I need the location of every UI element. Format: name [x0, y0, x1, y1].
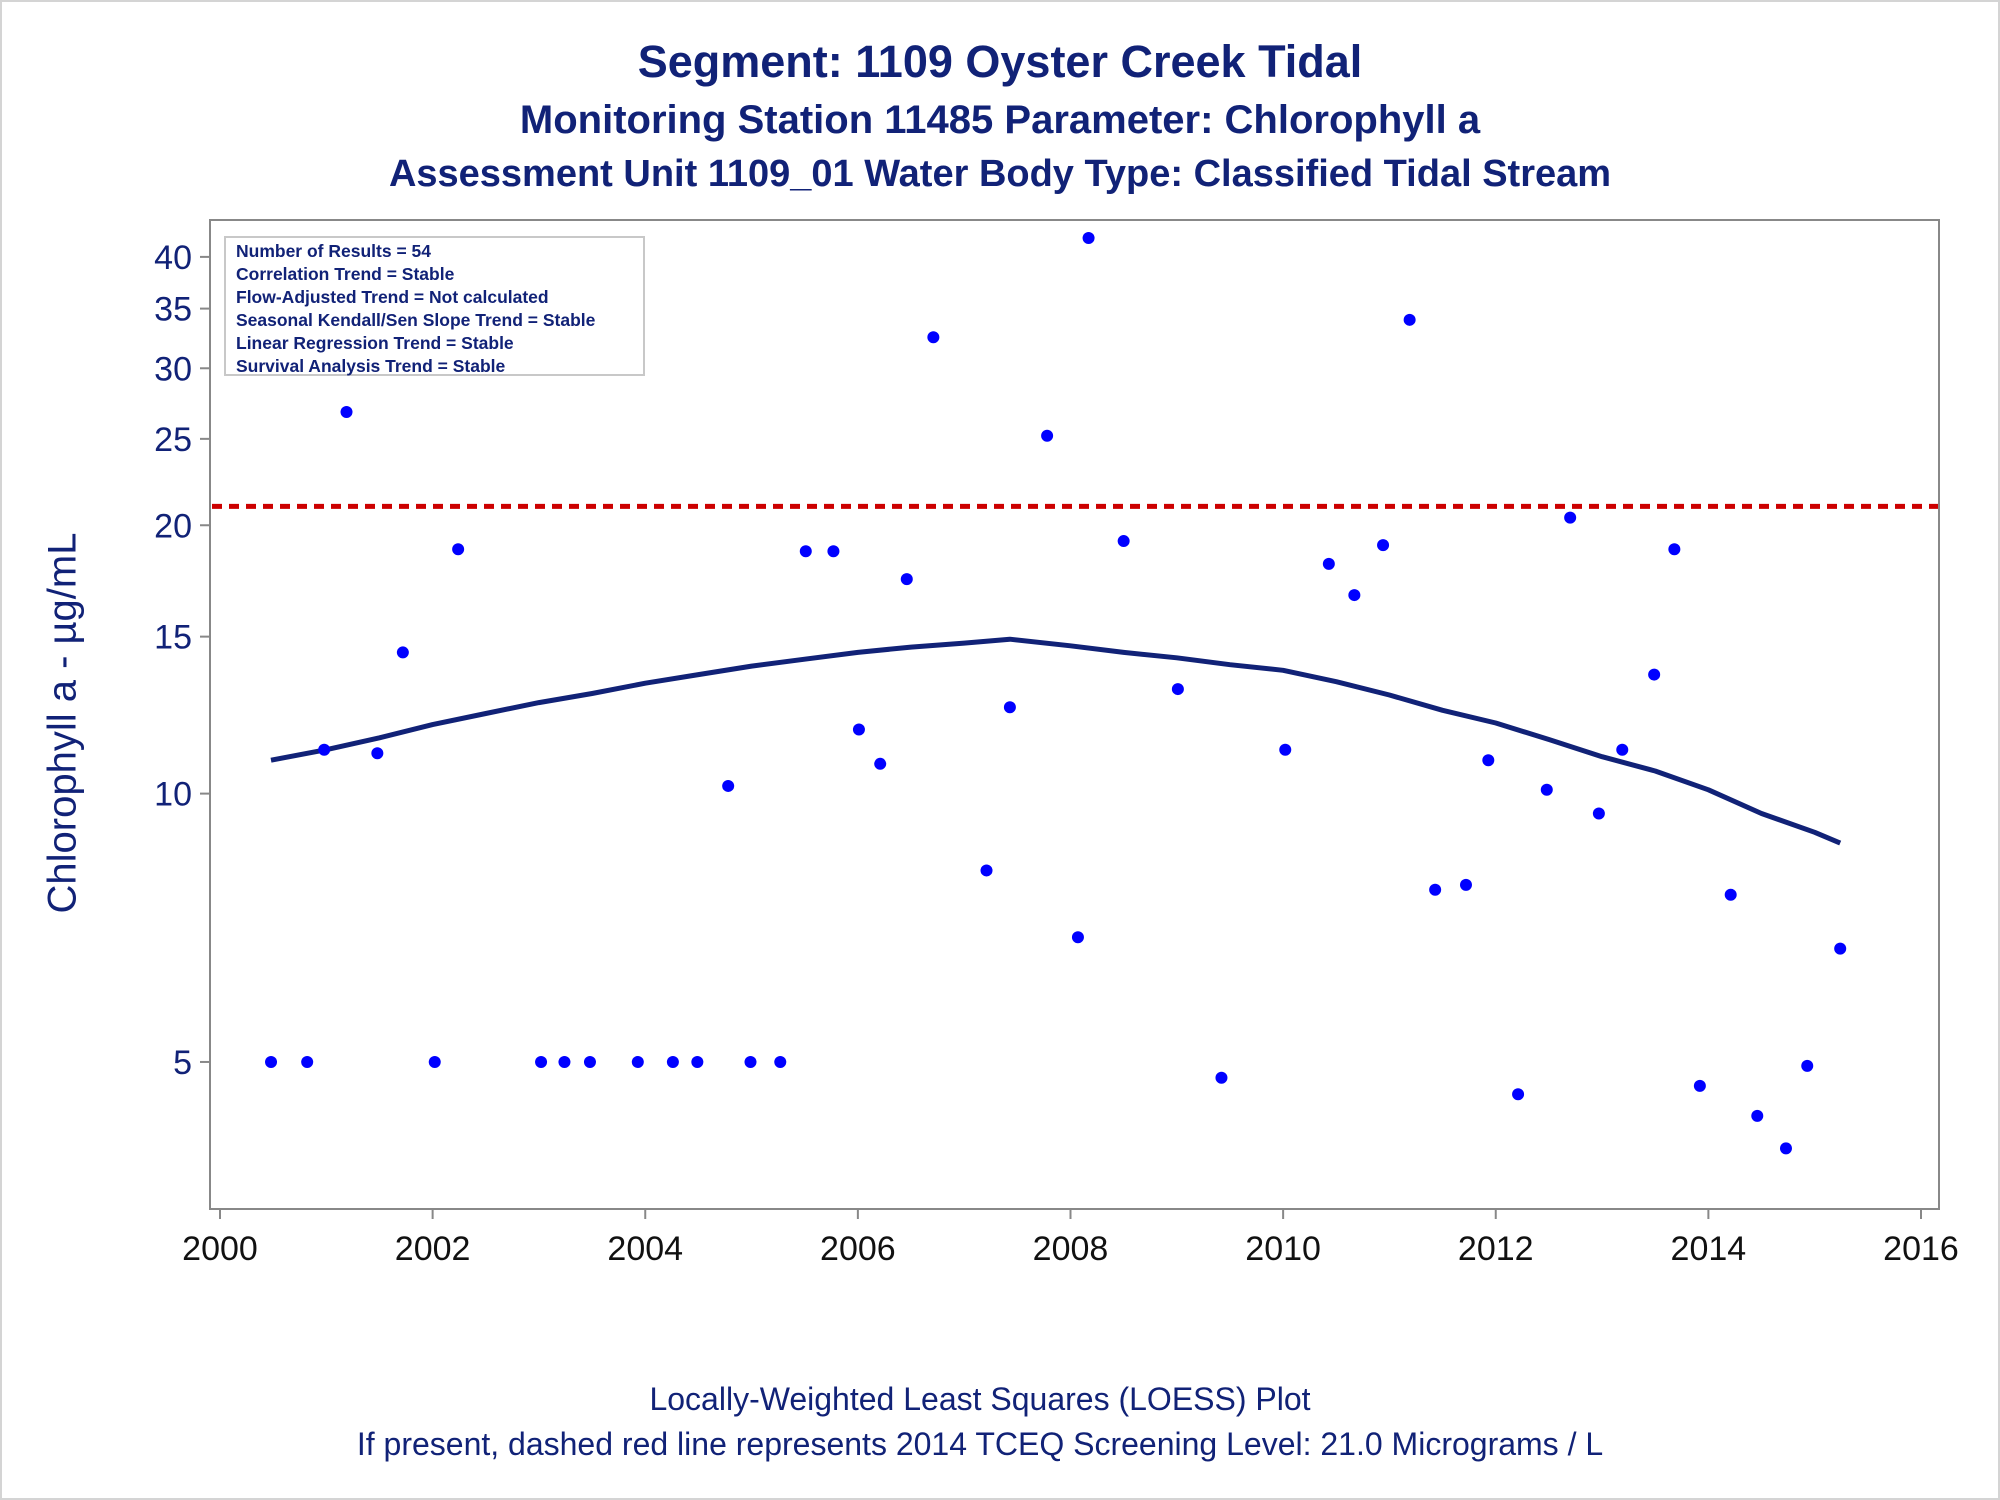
- x-tick-label: 2016: [1883, 1230, 1959, 1268]
- loess-curve: [270, 636, 1842, 846]
- legend-line-survival: Survival Analysis Trend = Stable: [236, 356, 506, 376]
- axes-layer: 2000 2002 2004 2006 2008 2010 2012 2014 2016 5 10 1…: [154, 239, 1959, 1268]
- data-point: [1482, 754, 1495, 767]
- x-tick-label: 2014: [1671, 1230, 1747, 1268]
- data-point: [722, 779, 735, 792]
- data-point: [631, 1055, 644, 1068]
- data-point: [583, 1055, 596, 1068]
- data-point: [774, 1055, 787, 1068]
- x-tick-label: 2004: [607, 1230, 683, 1268]
- legend-line-results: Number of Results = 54: [236, 241, 431, 261]
- x-tick-label: 2012: [1458, 1230, 1534, 1268]
- data-point: [1041, 429, 1054, 442]
- legend-line-flow-adjusted: Flow-Adjusted Trend = Not calculated: [236, 287, 549, 307]
- trend-summary-box: Number of Results = 54 Correlation Trend…: [224, 236, 645, 376]
- y-tick-label: 25: [154, 421, 192, 459]
- legend-line-correlation: Correlation Trend = Stable: [236, 264, 455, 284]
- data-point: [1071, 931, 1084, 944]
- data-point: [1215, 1071, 1228, 1084]
- data-point: [535, 1055, 548, 1068]
- y-tick-label: 10: [154, 776, 192, 814]
- data-point: [900, 573, 913, 586]
- data-point: [1668, 543, 1681, 556]
- data-point: [980, 864, 993, 877]
- data-point: [1117, 535, 1130, 548]
- footnote-screening: If present, dashed red line represents 2…: [356, 1426, 1604, 1462]
- data-point: [1322, 557, 1335, 570]
- chart-subtitle-2: Assessment Unit 1109_01 Water Body Type:…: [388, 153, 1612, 195]
- data-point: [1724, 888, 1737, 901]
- data-point: [827, 545, 840, 558]
- data-point: [852, 723, 865, 736]
- data-point: [1429, 883, 1442, 896]
- data-point: [301, 1055, 314, 1068]
- data-point: [1801, 1059, 1814, 1072]
- data-point: [1540, 783, 1553, 796]
- chart-subtitle: Monitoring Station 11485 Parameter: Chlo…: [519, 98, 1481, 142]
- data-point: [666, 1055, 679, 1068]
- data-point: [1003, 701, 1016, 714]
- y-tick-label: 30: [154, 350, 192, 388]
- x-tick-label: 2002: [395, 1230, 471, 1268]
- data-point: [1348, 589, 1361, 602]
- data-point: [340, 405, 353, 418]
- x-tick-label: 2000: [182, 1230, 258, 1268]
- y-tick-label: 40: [154, 239, 192, 277]
- data-point: [428, 1055, 441, 1068]
- data-point: [874, 757, 887, 770]
- y-tick-label: 15: [154, 619, 192, 657]
- x-tick-label: 2006: [820, 1230, 896, 1268]
- data-point: [1779, 1142, 1792, 1155]
- marks-layer: [212, 232, 1938, 1155]
- legend-line-linear-regression: Linear Regression Trend = Stable: [236, 333, 514, 353]
- data-point: [691, 1055, 704, 1068]
- data-point: [396, 646, 409, 659]
- y-tick-label: 35: [154, 291, 192, 329]
- data-point: [1171, 683, 1184, 696]
- data-point: [1648, 668, 1661, 681]
- data-point: [799, 545, 812, 558]
- data-point: [1834, 942, 1847, 955]
- data-point: [265, 1055, 278, 1068]
- plot-area-frame: [209, 219, 1940, 1210]
- data-point: [1564, 511, 1577, 524]
- data-point: [1693, 1079, 1706, 1092]
- data-point: [452, 543, 465, 556]
- data-point: [1751, 1109, 1764, 1122]
- data-point: [318, 743, 331, 756]
- data-point: [744, 1055, 757, 1068]
- data-point: [927, 331, 940, 344]
- x-tick-label: 2010: [1245, 1230, 1321, 1268]
- y-tick-label: 5: [173, 1044, 192, 1082]
- data-point: [1279, 743, 1292, 756]
- data-point: [1616, 743, 1629, 756]
- data-point: [1377, 539, 1390, 552]
- x-tick-label: 2008: [1033, 1230, 1109, 1268]
- data-point: [1592, 807, 1605, 820]
- data-point: [558, 1055, 571, 1068]
- legend-line-seasonal-kendall: Seasonal Kendall/Sen Slope Trend = Stabl…: [236, 310, 596, 330]
- data-point: [1403, 313, 1416, 326]
- data-point: [1082, 232, 1095, 245]
- footnote-loess: Locally-Weighted Least Squares (LOESS) P…: [649, 1381, 1311, 1417]
- y-tick-label: 20: [154, 507, 192, 545]
- data-point: [371, 747, 384, 760]
- data-point: [1512, 1088, 1525, 1101]
- data-point: [1459, 878, 1472, 891]
- chart-title: Segment: 1109 Oyster Creek Tidal: [637, 36, 1363, 87]
